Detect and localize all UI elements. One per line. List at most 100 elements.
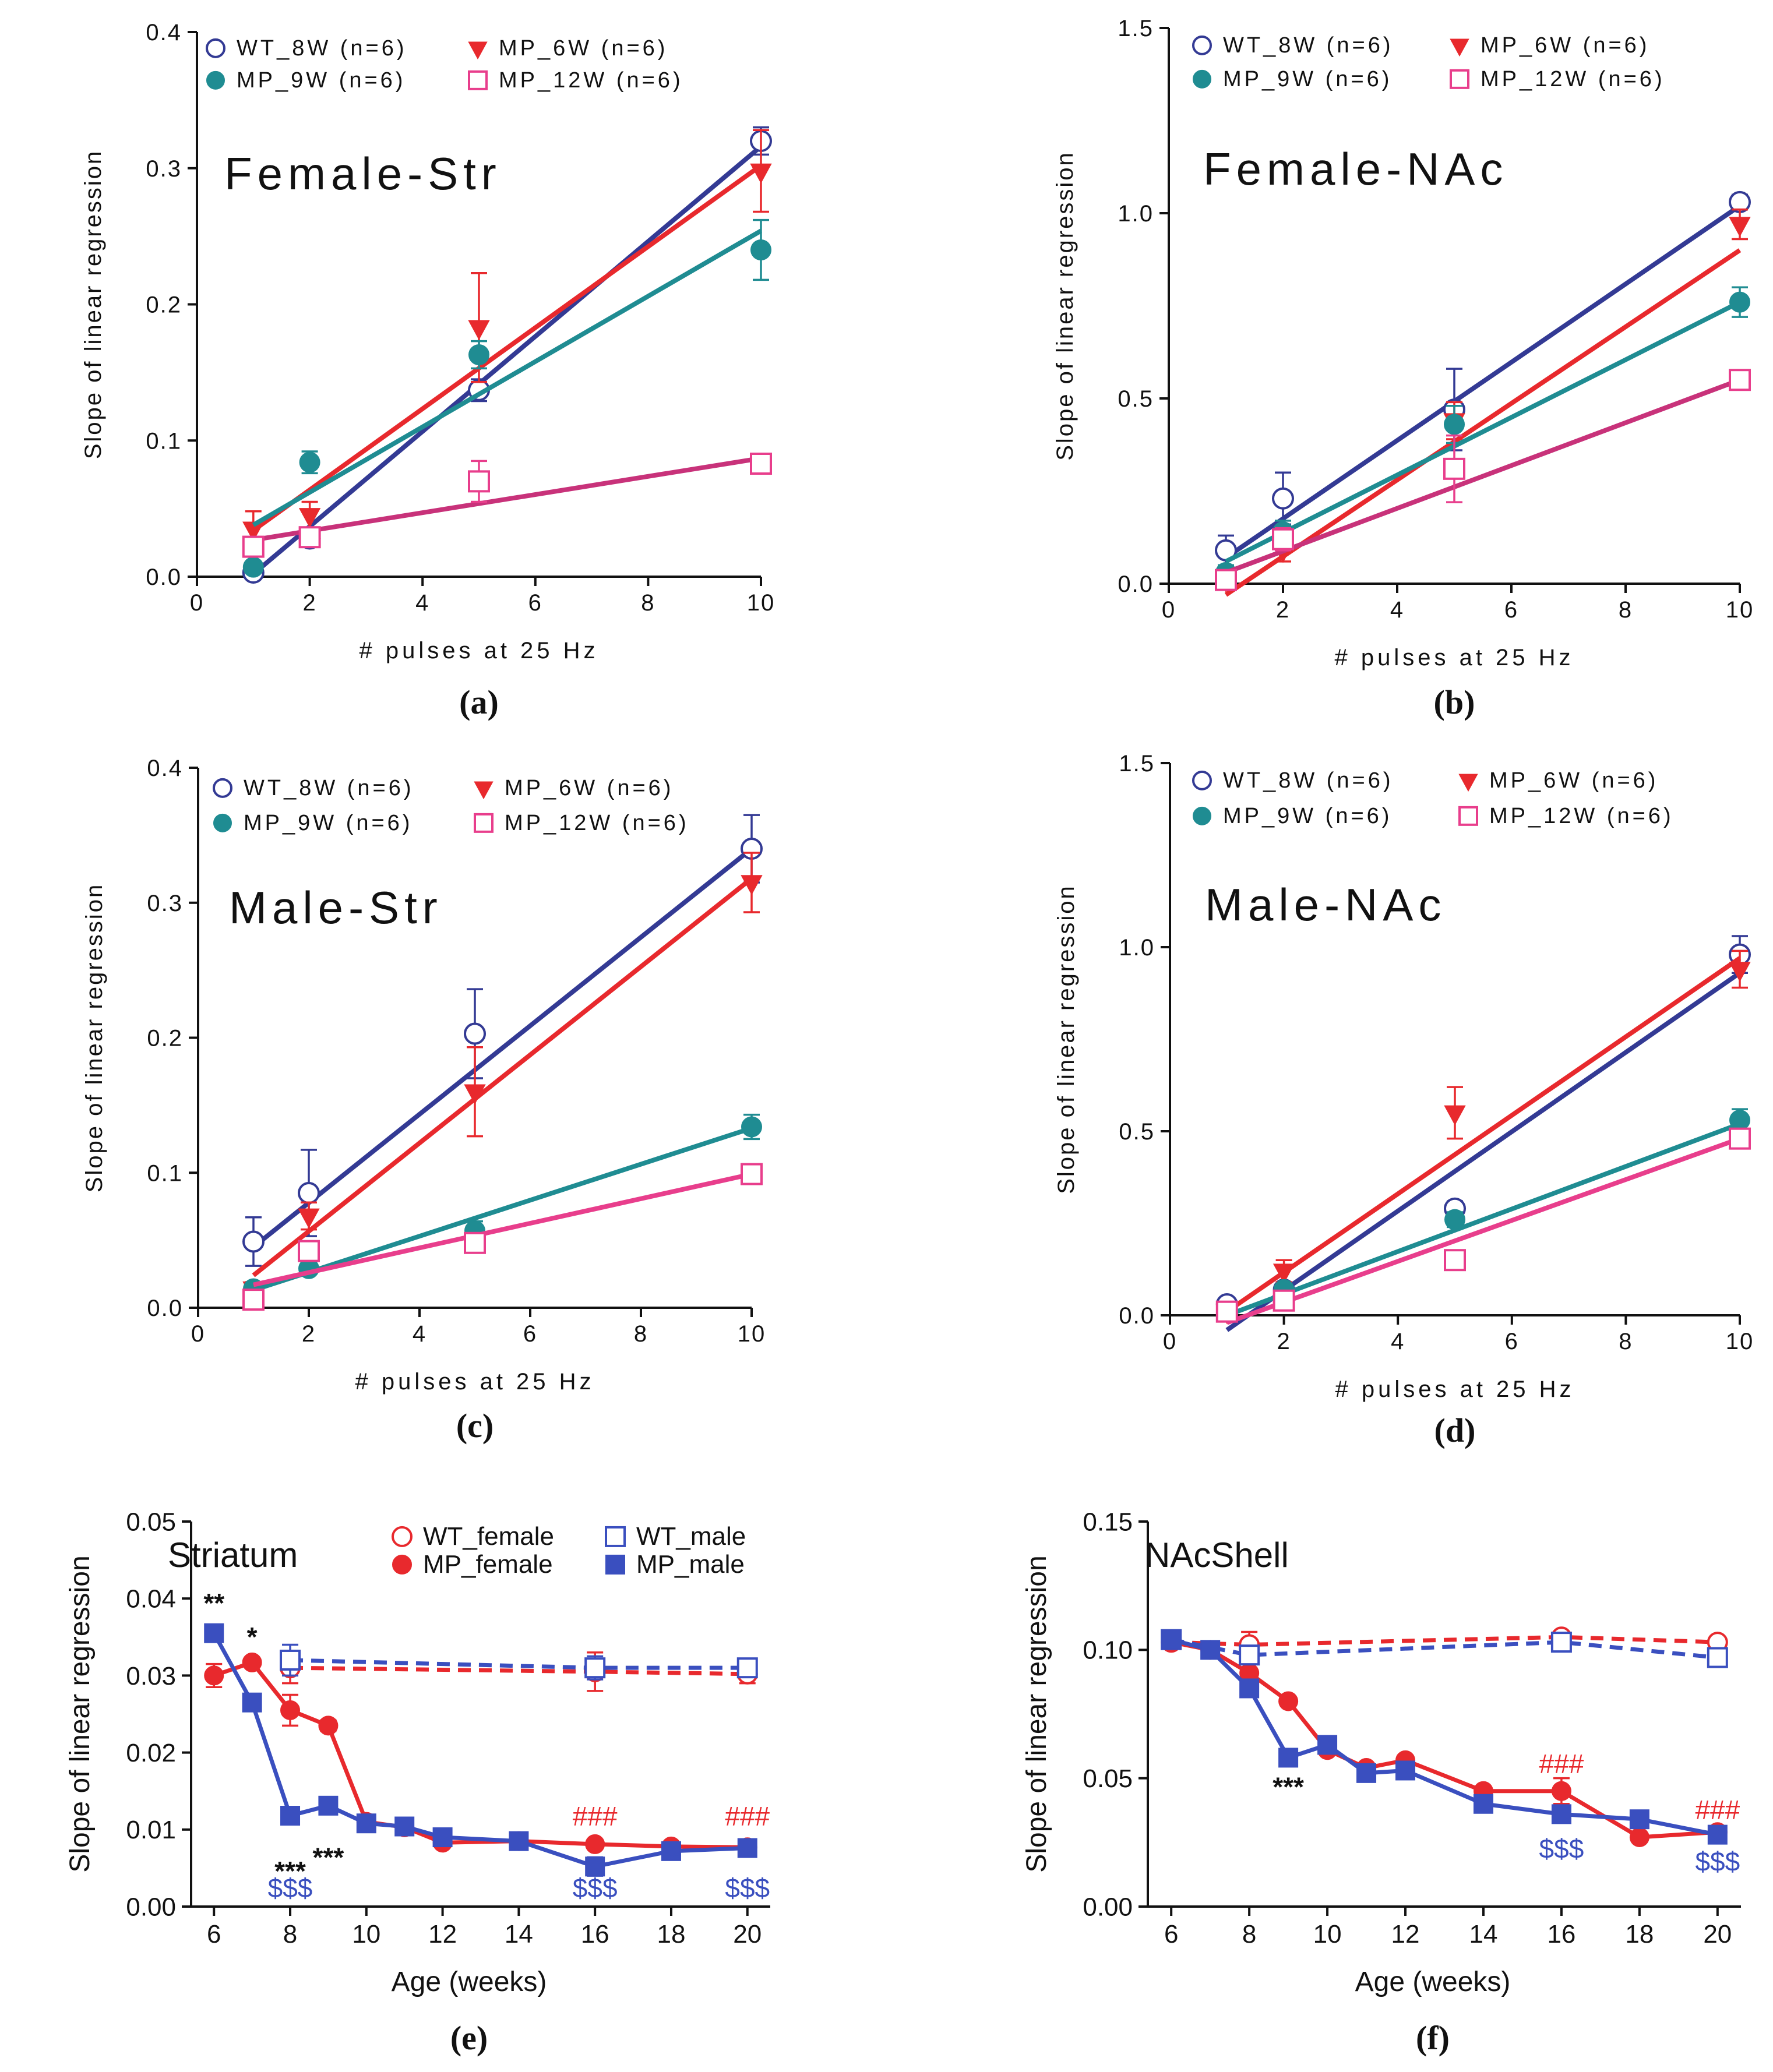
x-tick-label: 6 xyxy=(207,1920,221,1949)
y-tick-label: 1.0 xyxy=(1119,935,1155,961)
open-square-marker xyxy=(1550,1632,1572,1653)
legend-item: WT_8W (n=6) xyxy=(1192,33,1391,58)
legend-label: MP_6W (n=6) xyxy=(505,776,674,800)
significance-annotation: ** xyxy=(203,1588,224,1618)
significance-annotation: $$$ xyxy=(725,1873,770,1903)
legend-item: MP_9W (n=6) xyxy=(206,68,406,93)
filled-circle-marker xyxy=(392,1554,412,1575)
open-square-marker xyxy=(1729,1127,1751,1150)
x-tick-label: 12 xyxy=(428,1920,457,1949)
y-tick-label: 0.0 xyxy=(147,1296,183,1321)
series-mp-6w xyxy=(1215,208,1751,597)
significance-annotation: ### xyxy=(725,1801,770,1831)
triangle-down-marker xyxy=(1444,1105,1466,1126)
open-square-marker xyxy=(1239,1644,1260,1666)
filled-circle-marker xyxy=(741,1116,762,1138)
x-axis-label: Age (weeks) xyxy=(1355,1967,1511,1997)
legend-item: MP_12W (n=6) xyxy=(468,68,681,93)
filled-square-marker xyxy=(1707,1824,1728,1845)
legend-item: WT_8W (n=6) xyxy=(213,776,411,800)
open-square-marker xyxy=(474,813,494,833)
filled-square-marker xyxy=(1395,1760,1416,1781)
chart-panel-b: 0.0 0.5 1.0 1.5 0 2 4 6 8 10 # pulses at 25 Hz Slop… xyxy=(1052,16,1753,721)
filled-circle-marker xyxy=(1193,69,1211,89)
x-tick-label: 4 xyxy=(413,1321,426,1347)
x-tick-label: 6 xyxy=(1164,1920,1178,1949)
legend-label: WT_8W (n=6) xyxy=(1223,768,1394,793)
filled-circle-marker xyxy=(213,813,232,832)
filled-circle-marker xyxy=(1278,1691,1299,1711)
y-axis-label: Slope of linear regression xyxy=(1052,151,1078,461)
y-axis-label: Slope of linear regression xyxy=(1053,884,1079,1194)
significance-annotation: ### xyxy=(573,1801,618,1831)
filled-circle-marker xyxy=(1729,1110,1750,1131)
filled-square-marker xyxy=(509,1831,529,1851)
regression-line xyxy=(252,228,763,527)
y-tick-label: 0.5 xyxy=(1118,386,1154,412)
filled-square-marker xyxy=(432,1827,453,1848)
filled-square-marker xyxy=(1161,1629,1182,1650)
x-tick-label: 2 xyxy=(302,1321,316,1347)
chart-title: Female-NAc xyxy=(1203,143,1508,195)
legend-label: MP_6W (n=6) xyxy=(1489,768,1658,793)
open-square-marker xyxy=(242,1289,265,1311)
legend-label: MP_9W (n=6) xyxy=(244,811,413,835)
y-axis-label: Slope of linear regression xyxy=(65,1555,96,1872)
legend-label: MP_9W (n=6) xyxy=(237,68,406,93)
filled-circle-marker xyxy=(204,1665,224,1686)
x-tick-label: 8 xyxy=(634,1321,648,1347)
significance-annotation: * xyxy=(247,1622,258,1652)
y-tick-label: 0.5 xyxy=(1119,1119,1155,1145)
y-tick-label: 0.00 xyxy=(1083,1893,1133,1921)
legend-item: MP_9W (n=6) xyxy=(213,811,413,835)
open-circle-marker xyxy=(1192,35,1212,55)
open-square-marker xyxy=(280,1649,301,1671)
x-tick-label: 0 xyxy=(190,590,204,616)
legend-label: MP_9W (n=6) xyxy=(1223,804,1392,828)
filled-square-marker xyxy=(356,1813,376,1834)
regression-line xyxy=(1224,203,1742,560)
filled-circle-marker xyxy=(1444,414,1465,435)
panel-label: (e) xyxy=(450,2019,488,2057)
y-tick-label: 0.10 xyxy=(1083,1636,1133,1665)
legend-label: WT_8W (n=6) xyxy=(237,36,407,61)
legend-label: MP_12W (n=6) xyxy=(505,811,689,835)
y-tick-label: 0.04 xyxy=(126,1585,176,1614)
legend: WT_8W (n=6) MP_9W (n=6) MP_6W (n=6) MP_12W … xyxy=(1192,33,1662,91)
series-mp-6w xyxy=(1216,949,1751,1325)
panel-label: (b) xyxy=(1434,683,1475,721)
x-tick-label: 20 xyxy=(1703,1920,1732,1949)
regression-line xyxy=(252,876,753,1277)
legend-item: WT_female xyxy=(392,1522,554,1551)
x-tick-label: 4 xyxy=(1391,1329,1405,1354)
filled-circle-marker xyxy=(1193,806,1211,825)
x-tick-label: 16 xyxy=(1547,1920,1575,1949)
legend-item: MP_male xyxy=(605,1550,745,1579)
y-tick-label: 1.5 xyxy=(1119,751,1155,776)
triangle-down-marker xyxy=(750,163,772,184)
x-tick-label: 6 xyxy=(1505,1329,1519,1354)
chart-title: Male-NAc xyxy=(1205,879,1446,930)
series-wt-female xyxy=(280,1651,758,1692)
triangle-down-marker xyxy=(468,320,490,340)
legend-label: MP_6W (n=6) xyxy=(499,36,668,61)
regression-line xyxy=(1225,956,1742,1314)
filled-square-marker xyxy=(737,1838,757,1858)
series-mp-9w xyxy=(1216,1108,1750,1322)
y-tick-label: 0.0 xyxy=(146,564,182,590)
regression-line xyxy=(252,846,753,1249)
open-square-marker xyxy=(242,535,265,558)
significance-annotation: ### xyxy=(1695,1795,1740,1825)
dashed-series-line xyxy=(1171,1635,1718,1647)
panel-label: (f) xyxy=(1416,2019,1450,2057)
x-tick-label: 14 xyxy=(1469,1920,1497,1949)
triangle-down-marker xyxy=(242,521,265,542)
chart-panel-c: 0.0 0.1 0.2 0.3 0.4 0 2 4 6 8 10 # pulses at 25 Hz S… xyxy=(82,756,764,1445)
open-square-marker xyxy=(1215,1300,1238,1323)
x-tick-label: 16 xyxy=(581,1920,609,1949)
filled-square-marker xyxy=(1239,1678,1260,1699)
legend-item: MP_6W (n=6) xyxy=(1458,768,1658,793)
y-tick-label: 0.3 xyxy=(147,891,183,916)
